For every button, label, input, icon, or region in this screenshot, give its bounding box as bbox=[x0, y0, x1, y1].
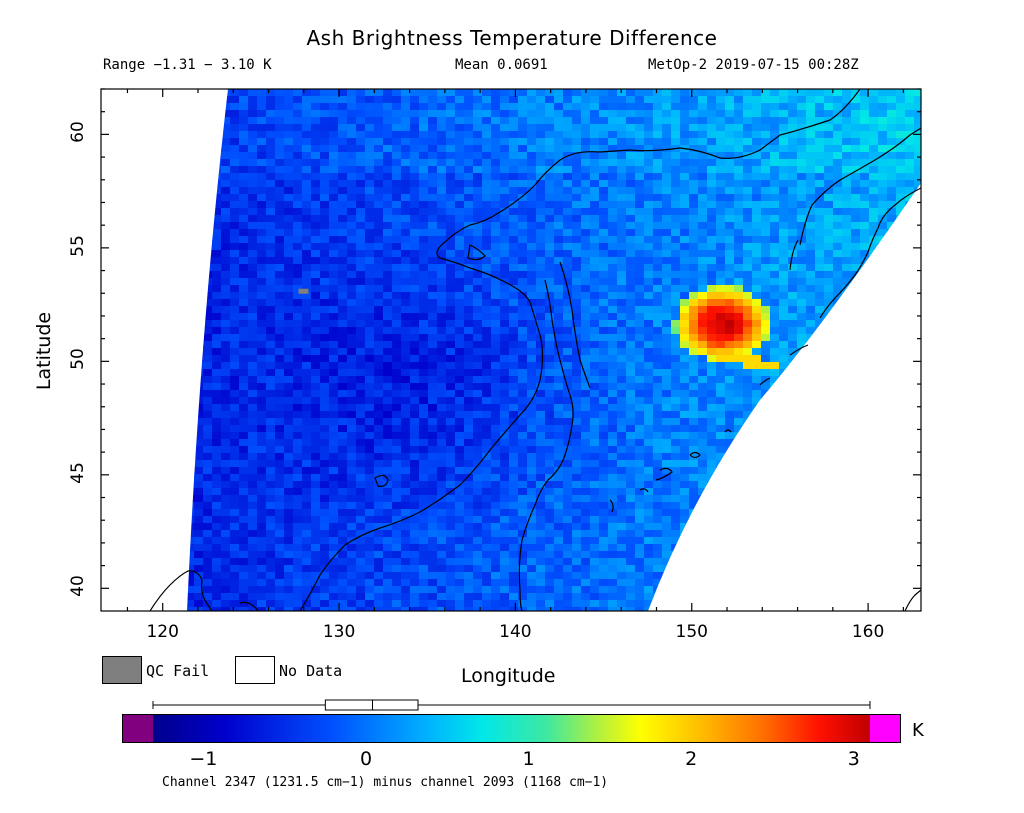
colorbar-tick-label: 1 bbox=[522, 748, 535, 770]
y-axis-label: Latitude bbox=[33, 311, 55, 391]
qc-fail-pixel bbox=[298, 288, 309, 294]
qc-fail-label: QC Fail bbox=[146, 662, 210, 680]
x-tick-label: 160 bbox=[851, 622, 885, 642]
no-data-label: No Data bbox=[279, 662, 343, 680]
qc-fail-swatch bbox=[102, 656, 142, 684]
axis-ticks bbox=[101, 88, 921, 611]
colorbar-tick-label: 2 bbox=[685, 748, 698, 770]
chart-title: Ash Brightness Temperature Difference bbox=[306, 26, 718, 50]
x-tick-label: 150 bbox=[675, 622, 708, 642]
colorbar-gradient bbox=[153, 714, 870, 743]
x-axis-label: Longitude bbox=[461, 665, 556, 687]
colorbar-unit: K bbox=[912, 720, 924, 741]
colorbar bbox=[122, 714, 901, 743]
channel-note: Channel 2347 (1231.5 cm−1) minus channel… bbox=[162, 775, 609, 790]
y-tick-label: 60 bbox=[68, 121, 88, 144]
colorbar-underflow bbox=[122, 714, 153, 743]
satellite-time-label: MetOp-2 2019-07-15 00:28Z bbox=[648, 57, 859, 73]
colorbar-tick-label: −1 bbox=[189, 748, 218, 770]
y-tick-label: 40 bbox=[68, 575, 88, 598]
colorbar-tick-label: 0 bbox=[359, 748, 373, 770]
y-tick-label: 45 bbox=[68, 462, 88, 484]
x-tick-label: 130 bbox=[322, 622, 356, 642]
mean-label: Mean 0.0691 bbox=[455, 57, 548, 73]
y-tick-label: 50 bbox=[68, 348, 88, 371]
x-tick-label: 140 bbox=[499, 622, 532, 642]
colorbar-tick-label: 3 bbox=[847, 748, 860, 770]
plot-frame bbox=[100, 88, 922, 612]
coastlines bbox=[149, 89, 921, 611]
colorbar-overflow bbox=[870, 714, 901, 743]
y-tick-label: 55 bbox=[68, 235, 88, 257]
range-label: Range −1.31 − 3.10 K bbox=[103, 57, 272, 73]
btd-swath bbox=[187, 89, 921, 611]
no-data-swatch bbox=[235, 656, 275, 684]
x-tick-label: 120 bbox=[146, 622, 179, 642]
